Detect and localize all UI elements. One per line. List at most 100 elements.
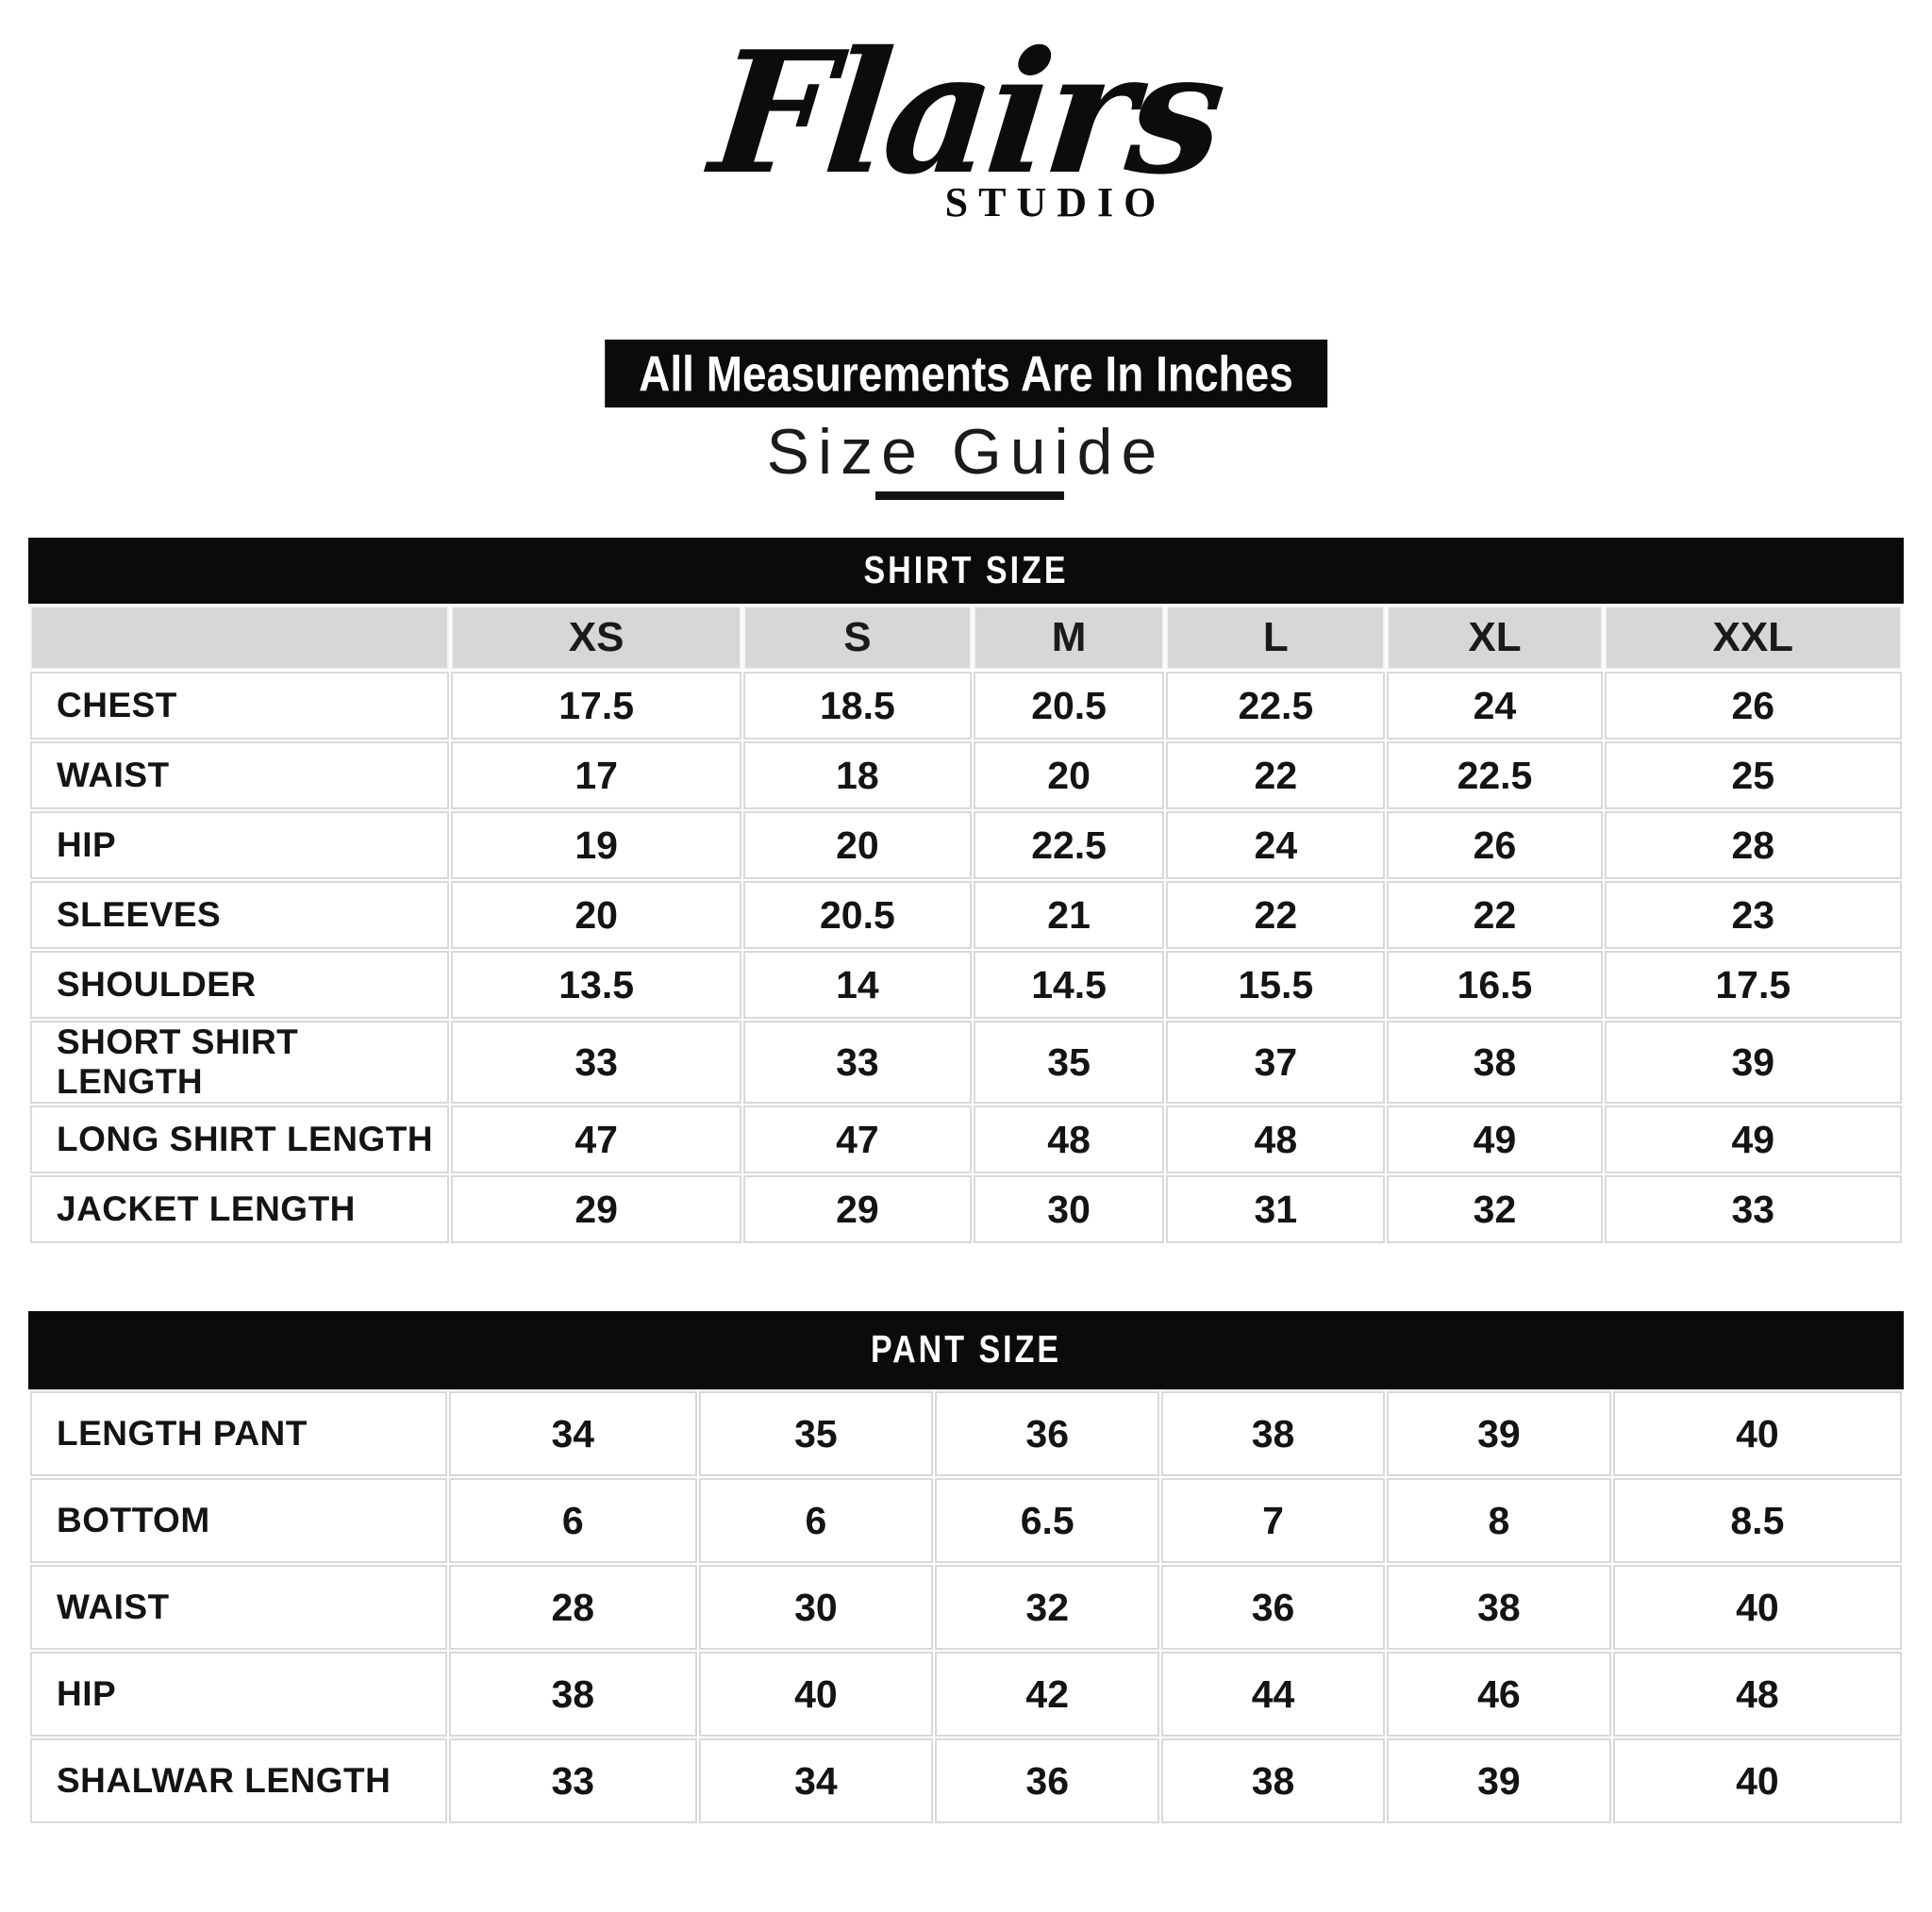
measurement-value: 35 <box>698 1391 934 1476</box>
measurement-value: 17.5 <box>451 672 741 740</box>
measurement-value: 44 <box>1161 1652 1385 1737</box>
measurement-value: 40 <box>698 1652 934 1737</box>
row-label: LENGTH PANT <box>30 1391 447 1476</box>
measurement-value: 22.5 <box>1387 741 1603 809</box>
brand-logo-script: Flairs <box>703 14 1229 211</box>
measurement-value: 36 <box>935 1738 1160 1823</box>
measurement-value: 16.5 <box>1387 951 1603 1019</box>
measurement-value: 47 <box>451 1106 741 1173</box>
measurement-value: 14 <box>742 951 972 1019</box>
measurement-value: 18.5 <box>742 672 972 740</box>
measurement-value: 13.5 <box>451 951 741 1019</box>
measurement-value: 22.5 <box>973 811 1165 879</box>
empty-header-cell <box>30 606 450 670</box>
measurement-value: 39 <box>1386 1738 1611 1823</box>
measurement-value: 28 <box>448 1565 697 1650</box>
brand-logo-subtitle: STUDIO <box>944 178 1167 225</box>
measurement-value: 35 <box>973 1021 1165 1104</box>
measurement-value: 17 <box>451 741 741 809</box>
measurement-value: 8.5 <box>1612 1478 1902 1563</box>
measurement-value: 22 <box>1166 881 1386 949</box>
measurement-value: 33 <box>448 1738 697 1823</box>
measurement-value: 20 <box>973 741 1165 809</box>
measurement-value: 39 <box>1604 1021 1902 1104</box>
measurement-value: 6 <box>448 1478 697 1563</box>
pant-table-header-label: PANT SIZE <box>870 1328 1062 1372</box>
measurement-value: 21 <box>973 881 1165 949</box>
measurement-value: 6 <box>698 1478 934 1563</box>
measurement-value: 32 <box>935 1565 1160 1650</box>
measurement-value: 20.5 <box>973 672 1165 740</box>
measurement-value: 48 <box>1166 1106 1386 1173</box>
row-label: BOTTOM <box>30 1478 447 1563</box>
measurement-value: 40 <box>1612 1565 1902 1650</box>
row-label: LONG SHIRT LENGTH <box>30 1106 450 1173</box>
size-column-header: XL <box>1387 606 1603 670</box>
measurement-value: 33 <box>1604 1175 1902 1243</box>
measurement-value: 22 <box>1387 881 1603 949</box>
measurement-value: 20 <box>742 811 972 879</box>
row-label: SHORT SHIRT LENGTH <box>30 1021 450 1104</box>
pant-table-header-bar: PANT SIZE <box>28 1311 1904 1389</box>
measurement-value: 40 <box>1612 1738 1902 1823</box>
brand-logo: Flairs STUDIO <box>0 14 1932 226</box>
row-label: SHALWAR LENGTH <box>30 1738 447 1823</box>
measurement-value: 24 <box>1387 672 1603 740</box>
measurement-value: 7 <box>1161 1478 1385 1563</box>
measurement-value: 46 <box>1386 1652 1611 1737</box>
measurement-value: 49 <box>1604 1106 1902 1173</box>
measurement-value: 36 <box>935 1391 1160 1476</box>
measurement-value: 19 <box>451 811 741 879</box>
row-label: HIP <box>30 811 450 879</box>
measurement-value: 26 <box>1604 672 1902 740</box>
measurement-value: 25 <box>1604 741 1902 809</box>
size-column-header: L <box>1166 606 1386 670</box>
row-label: SHOULDER <box>30 951 450 1019</box>
measurement-value: 38 <box>1386 1565 1611 1650</box>
measurement-value: 34 <box>448 1391 697 1476</box>
measurement-value: 47 <box>742 1106 972 1173</box>
measurement-value: 38 <box>1387 1021 1603 1104</box>
measurement-value: 30 <box>698 1565 934 1650</box>
measurement-value: 24 <box>1166 811 1386 879</box>
measurements-banner: All Measurements Are In Inches <box>605 340 1327 407</box>
row-label: SLEEVES <box>30 881 450 949</box>
page-title: Size Guide <box>766 416 1166 488</box>
measurement-value: 39 <box>1386 1391 1611 1476</box>
measurement-value: 15.5 <box>1166 951 1386 1019</box>
row-label: WAIST <box>30 1565 447 1650</box>
shirt-table-header-bar: SHIRT SIZE <box>28 538 1904 604</box>
row-label: JACKET LENGTH <box>30 1175 450 1243</box>
measurement-value: 38 <box>1161 1738 1385 1823</box>
measurement-value: 31 <box>1166 1175 1386 1243</box>
measurement-value: 33 <box>742 1021 972 1104</box>
row-label: HIP <box>30 1652 447 1737</box>
pant-size-table: PANT SIZE LENGTH PANT 34 35 36 38 39 40 BOTTOM 6… <box>28 1311 1904 1825</box>
measurements-banner-text: All Measurements Are In Inches <box>639 345 1293 402</box>
measurement-value: 20 <box>451 881 741 949</box>
size-column-header: S <box>742 606 972 670</box>
shirt-table-grid: XS S M L XL XXL CHEST 17.5 18.5 20.5 22.5 24 26 WAIST… <box>28 604 1904 1245</box>
measurement-value: 22.5 <box>1166 672 1386 740</box>
measurement-value: 29 <box>742 1175 972 1243</box>
measurement-value: 30 <box>973 1175 1165 1243</box>
measurement-value: 48 <box>973 1106 1165 1173</box>
measurement-value: 48 <box>1612 1652 1902 1737</box>
measurement-value: 42 <box>935 1652 1160 1737</box>
shirt-table-header-label: SHIRT SIZE <box>863 548 1069 592</box>
measurement-value: 32 <box>1387 1175 1603 1243</box>
measurement-value: 8 <box>1386 1478 1611 1563</box>
measurement-value: 38 <box>448 1652 697 1737</box>
row-label: WAIST <box>30 741 450 809</box>
pant-table-grid: LENGTH PANT 34 35 36 38 39 40 BOTTOM 6 6 6.5 7 8 8.5 W… <box>28 1389 1904 1825</box>
size-column-header: M <box>973 606 1165 670</box>
size-column-header: XS <box>451 606 741 670</box>
measurement-value: 17.5 <box>1604 951 1902 1019</box>
measurement-value: 36 <box>1161 1565 1385 1650</box>
size-column-header: XXL <box>1604 606 1902 670</box>
measurement-value: 6.5 <box>935 1478 1160 1563</box>
measurement-value: 38 <box>1161 1391 1385 1476</box>
measurement-value: 23 <box>1604 881 1902 949</box>
measurement-value: 34 <box>698 1738 934 1823</box>
